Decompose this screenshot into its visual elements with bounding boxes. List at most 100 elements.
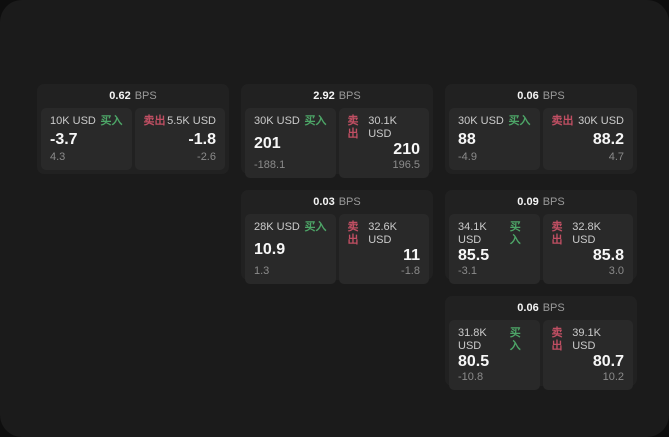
buy-panel-top: 30K USD 买入 [254, 115, 327, 128]
sell-panel[interactable]: 卖出 30.1K USD 210 196.5 [338, 108, 429, 178]
buy-price: -3.7 [50, 130, 78, 148]
quote-card: 0.03 BPS 28K USD 买入 10.9 1.3 卖出 32.6K US… [241, 190, 433, 284]
sell-tag: 卖出 [347, 115, 359, 140]
sell-tag: 卖出 [551, 115, 574, 127]
bps-value: 0.06 [517, 90, 539, 102]
bps-value: 2.92 [313, 90, 335, 102]
sell-sub-value: 196.5 [392, 159, 420, 171]
sell-panel[interactable]: 卖出 32.6K USD 11 -1.8 [338, 214, 429, 284]
buy-sub-value: 1.3 [254, 265, 270, 277]
bps-value: 0.03 [313, 196, 335, 208]
sell-sub-value: 10.2 [602, 371, 624, 383]
buy-amount: 31.8K USD [458, 327, 487, 352]
buy-panel[interactable]: 10K USD 买入 -3.7 4.3 [41, 108, 132, 170]
buy-amount: 34.1K USD [458, 221, 487, 246]
sell-panel-top: 卖出 5.5K USD [144, 115, 217, 128]
buy-amount: 10K USD [50, 115, 96, 127]
sell-panel-top: 卖出 32.8K USD [552, 221, 625, 247]
sell-panel[interactable]: 卖出 30K USD 88.2 4.7 [542, 108, 633, 170]
sell-tag: 卖出 [347, 221, 359, 246]
buy-tag: 买入 [304, 115, 327, 127]
buy-tag: 买入 [100, 115, 123, 127]
buy-panel[interactable]: 34.1K USD 买入 85.5 -3.1 [449, 214, 540, 284]
buy-panel-top: 34.1K USD 买入 [458, 221, 531, 247]
buy-tag: 买入 [509, 221, 521, 246]
sell-panel[interactable]: 卖出 5.5K USD -1.8 -2.6 [134, 108, 225, 170]
buy-panel-top: 10K USD 买入 [50, 115, 123, 128]
sell-price: 88.2 [592, 130, 624, 148]
sell-amount: 30K USD [578, 115, 624, 127]
bps-unit-label: BPS [338, 90, 361, 102]
sell-sub-value: -2.6 [197, 151, 216, 163]
buy-tag: 买入 [304, 221, 327, 233]
buy-price: 201 [254, 134, 281, 152]
buy-panel-top: 31.8K USD 买入 [458, 327, 531, 353]
bps-unit-label: BPS [134, 90, 157, 102]
quote-body: 34.1K USD 买入 85.5 -3.1 卖出 32.8K USD 85.8… [445, 214, 637, 288]
quote-body: 10K USD 买入 -3.7 4.3 卖出 5.5K USD -1.8 -2.… [37, 108, 229, 174]
sell-tag: 卖出 [551, 327, 563, 352]
sell-sub-value: 4.7 [608, 151, 624, 163]
sell-amount: 5.5K USD [167, 115, 216, 127]
sell-tag: 卖出 [143, 115, 166, 127]
buy-sub-value: 4.3 [50, 151, 66, 163]
sell-sub-value: 3.0 [608, 265, 624, 277]
buy-panel[interactable]: 30K USD 买入 88 -4.9 [449, 108, 540, 170]
bps-unit-label: BPS [542, 90, 565, 102]
buy-sub-value: -4.9 [458, 151, 477, 163]
bps-header: 0.06 BPS [445, 296, 637, 320]
quote-card: 0.09 BPS 34.1K USD 买入 85.5 -3.1 卖出 32.8K… [445, 190, 637, 284]
sell-panel-top: 卖出 32.6K USD [348, 221, 421, 247]
quote-grid: 0.62 BPS 10K USD 买入 -3.7 4.3 卖出 5.5K USD [37, 84, 637, 390]
sell-sub-value: -1.8 [401, 265, 420, 277]
sell-amount: 30.1K USD [368, 115, 397, 140]
sell-panel-top: 卖出 30.1K USD [348, 115, 421, 141]
bps-header: 0.09 BPS [445, 190, 637, 214]
bps-unit-label: BPS [338, 196, 361, 208]
quote-body: 30K USD 买入 201 -188.1 卖出 30.1K USD 210 1… [241, 108, 433, 182]
buy-panel[interactable]: 31.8K USD 买入 80.5 -10.8 [449, 320, 540, 390]
sell-tag: 卖出 [551, 221, 563, 246]
sell-amount: 32.6K USD [368, 221, 397, 246]
bps-header: 2.92 BPS [241, 84, 433, 108]
quote-body: 30K USD 买入 88 -4.9 卖出 30K USD 88.2 4.7 [445, 108, 637, 174]
buy-panel-top: 30K USD 买入 [458, 115, 531, 128]
buy-price: 10.9 [254, 240, 286, 258]
bps-value: 0.06 [517, 302, 539, 314]
buy-panel-top: 28K USD 买入 [254, 221, 327, 234]
buy-tag: 买入 [508, 115, 531, 127]
quote-body: 28K USD 买入 10.9 1.3 卖出 32.6K USD 11 -1.8 [241, 214, 433, 288]
bps-value: 0.09 [517, 196, 539, 208]
buy-price: 88 [458, 130, 476, 148]
buy-amount: 30K USD [254, 115, 300, 127]
buy-sub-value: -10.8 [458, 371, 484, 383]
buy-panel[interactable]: 28K USD 买入 10.9 1.3 [245, 214, 336, 284]
quote-card: 2.92 BPS 30K USD 买入 201 -188.1 卖出 30.1K … [241, 84, 433, 178]
buy-amount: 28K USD [254, 221, 300, 233]
sell-price: 210 [393, 141, 420, 158]
sell-amount: 32.8K USD [572, 221, 601, 246]
buy-panel[interactable]: 30K USD 买入 201 -188.1 [245, 108, 336, 178]
bps-value: 0.62 [109, 90, 131, 102]
sell-price: 85.8 [592, 247, 624, 264]
sell-amount: 39.1K USD [572, 327, 601, 352]
bps-unit-label: BPS [542, 196, 565, 208]
buy-sub-value: -188.1 [254, 159, 286, 171]
buy-tag: 买入 [509, 327, 521, 352]
buy-price: 85.5 [458, 247, 490, 264]
sell-panel[interactable]: 卖出 39.1K USD 80.7 10.2 [542, 320, 633, 390]
bps-header: 0.06 BPS [445, 84, 637, 108]
sell-price: 80.7 [592, 353, 624, 370]
quote-card: 0.06 BPS 30K USD 买入 88 -4.9 卖出 30K USD [445, 84, 637, 174]
buy-price: 80.5 [458, 353, 490, 370]
buy-sub-value: -3.1 [458, 265, 477, 277]
sell-panel[interactable]: 卖出 32.8K USD 85.8 3.0 [542, 214, 633, 284]
sell-price: -1.8 [188, 130, 216, 148]
quote-body: 31.8K USD 买入 80.5 -10.8 卖出 39.1K USD 80.… [445, 320, 637, 394]
bps-header: 0.03 BPS [241, 190, 433, 214]
quote-card: 0.62 BPS 10K USD 买入 -3.7 4.3 卖出 5.5K USD [37, 84, 229, 174]
sell-panel-top: 卖出 39.1K USD [552, 327, 625, 353]
quote-card: 0.06 BPS 31.8K USD 买入 80.5 -10.8 卖出 39.1… [445, 296, 637, 390]
sell-panel-top: 卖出 30K USD [552, 115, 625, 128]
